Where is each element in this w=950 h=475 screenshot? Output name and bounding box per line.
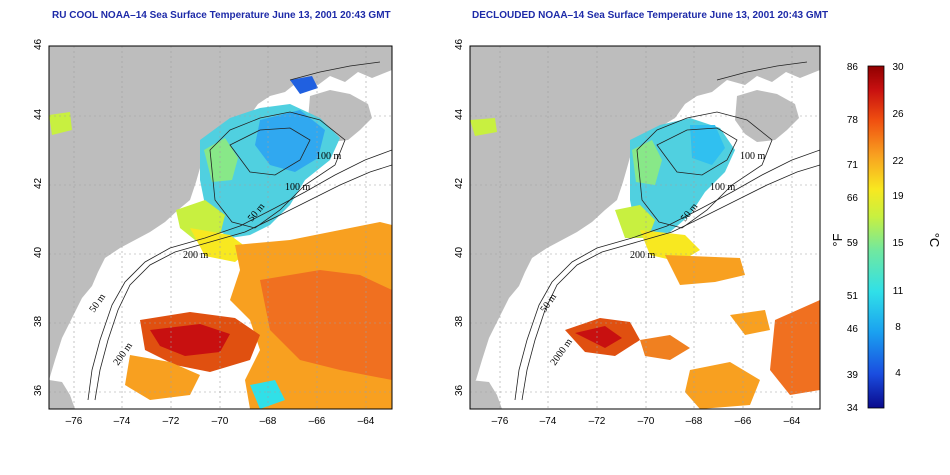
contour-label: 100 m bbox=[740, 151, 766, 162]
fahrenheit-label: °F bbox=[830, 233, 845, 246]
grid-lines bbox=[49, 46, 392, 409]
lat-tick: 42 bbox=[454, 177, 465, 189]
c-tick: 19 bbox=[892, 191, 904, 202]
lon-tick: –72 bbox=[163, 416, 180, 427]
lat-tick: 46 bbox=[454, 38, 465, 50]
f-tick: 46 bbox=[847, 324, 859, 335]
map-frame bbox=[48, 45, 393, 410]
c-tick: 11 bbox=[893, 286, 904, 297]
c-tick: 8 bbox=[895, 322, 901, 333]
bathymetry-contours bbox=[514, 61, 820, 401]
lat-tick: 38 bbox=[33, 315, 44, 327]
lon-tick: –74 bbox=[114, 416, 131, 427]
lon-tick: –68 bbox=[686, 416, 703, 427]
colorbar-gradient bbox=[867, 65, 885, 409]
left-map: 100 m 100 m 50 m 200 m 50 m 200 m 46 44 … bbox=[33, 38, 393, 427]
contour-label: 100 m bbox=[316, 151, 342, 162]
land-lower bbox=[49, 380, 75, 409]
lon-axis: –76 –74 –72 –70 –68 –66 –64 bbox=[492, 416, 801, 427]
f-tick: 71 bbox=[847, 160, 859, 171]
map-frame bbox=[469, 45, 821, 410]
f-tick: 59 bbox=[847, 238, 859, 249]
f-tick: 78 bbox=[847, 115, 859, 126]
f-tick: 39 bbox=[847, 370, 859, 381]
f-tick: 86 bbox=[847, 62, 859, 73]
lon-tick: –66 bbox=[735, 416, 752, 427]
f-tick: 34 bbox=[847, 403, 859, 414]
lat-tick: 44 bbox=[454, 108, 465, 120]
c-tick: 4 bbox=[895, 368, 901, 379]
left-map-title: RU COOL NOAA–14 Sea Surface Temperature … bbox=[52, 10, 391, 21]
celsius-label: °C bbox=[927, 233, 942, 248]
colorbar-f-ticks: 86 78 71 66 59 51 46 39 34 bbox=[847, 62, 859, 414]
colorbar-c-ticks: 30 26 22 19 15 11 8 4 bbox=[892, 62, 904, 379]
lat-axis: 46 44 42 40 38 36 bbox=[33, 38, 44, 396]
lat-tick: 36 bbox=[33, 384, 44, 396]
land-mass bbox=[470, 46, 820, 385]
right-map: 100 m 100 m 50 m 200 m 50 m 2000 m 46 44… bbox=[454, 38, 821, 427]
lon-tick: –64 bbox=[784, 416, 801, 427]
bathymetry-contours bbox=[87, 61, 392, 401]
lat-tick: 36 bbox=[454, 384, 465, 396]
lat-tick: 44 bbox=[33, 108, 44, 120]
lon-tick: –66 bbox=[309, 416, 326, 427]
lat-tick: 46 bbox=[33, 38, 44, 50]
lon-tick: –76 bbox=[66, 416, 83, 427]
contour-label: 200 m bbox=[183, 250, 209, 261]
grid-lines bbox=[470, 46, 820, 409]
lat-tick: 40 bbox=[454, 246, 465, 258]
colorbar: 86 78 71 66 59 51 46 39 34 30 26 22 19 1… bbox=[830, 62, 942, 414]
lat-axis: 46 44 42 40 38 36 bbox=[454, 38, 465, 396]
contour-label: 200 m bbox=[630, 250, 656, 261]
f-tick: 51 bbox=[847, 291, 859, 302]
right-map-title: DECLOUDED NOAA–14 Sea Surface Temperatur… bbox=[472, 10, 829, 21]
lon-tick: –76 bbox=[492, 416, 509, 427]
c-tick: 15 bbox=[892, 238, 904, 249]
c-tick: 30 bbox=[892, 62, 904, 73]
sst-field bbox=[470, 118, 820, 409]
lon-tick: –68 bbox=[260, 416, 277, 427]
f-tick: 66 bbox=[847, 193, 859, 204]
c-tick: 26 bbox=[892, 109, 904, 120]
lat-tick: 38 bbox=[454, 315, 465, 327]
lon-axis: –76 –74 –72 –70 –68 –66 –64 bbox=[66, 416, 375, 427]
lon-tick: –64 bbox=[358, 416, 375, 427]
contour-label: 100 m bbox=[285, 182, 311, 193]
lon-tick: –74 bbox=[540, 416, 557, 427]
land-mass bbox=[49, 46, 392, 380]
lat-tick: 42 bbox=[33, 177, 44, 189]
lon-tick: –72 bbox=[589, 416, 606, 427]
c-tick: 22 bbox=[892, 156, 904, 167]
land-lower bbox=[470, 380, 502, 409]
contour-label: 100 m bbox=[710, 182, 736, 193]
lon-tick: –70 bbox=[212, 416, 229, 427]
lat-tick: 40 bbox=[33, 246, 44, 258]
lon-tick: –70 bbox=[638, 416, 655, 427]
